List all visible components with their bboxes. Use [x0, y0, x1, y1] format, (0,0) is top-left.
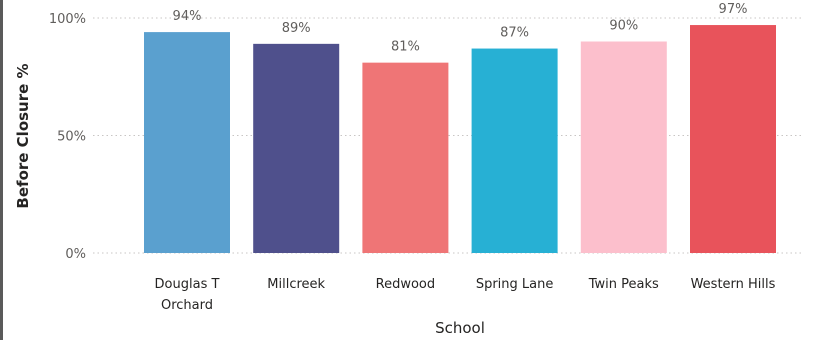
- data-label: 81%: [391, 40, 420, 55]
- bar[interactable]: [253, 43, 340, 253]
- x-category-label: Millcreek: [267, 277, 325, 292]
- bar-chart: 0% 50% 100% 94% 89% 81% 87% 90% 97% Douglas T Or…: [14, 2, 803, 337]
- x-axis-categories: Douglas T Orchard Millcreek Redwood Spring L…: [155, 277, 776, 313]
- data-labels: 94% 89% 81% 87% 90% 97%: [173, 2, 748, 55]
- bar[interactable]: [362, 62, 449, 254]
- x-category-label: Douglas T Orchard: [155, 277, 220, 313]
- bar[interactable]: [471, 48, 558, 253]
- y-axis-ticks: 0% 50% 100%: [49, 12, 86, 262]
- x-category-label: Western Hills: [691, 277, 776, 292]
- x-category-label: Spring Lane: [476, 277, 554, 292]
- y-tick-label: 50%: [57, 130, 86, 145]
- data-label: 90%: [609, 19, 638, 34]
- x-category-label: Twin Peaks: [588, 277, 659, 292]
- y-axis-title: Before Closure %: [14, 63, 32, 208]
- bar[interactable]: [144, 32, 230, 253]
- x-category-label: Redwood: [376, 277, 436, 292]
- bars: [144, 25, 776, 254]
- x-axis-title: School: [435, 319, 485, 337]
- data-label: 89%: [282, 21, 311, 36]
- bar[interactable]: [580, 41, 667, 254]
- bar[interactable]: [690, 25, 776, 253]
- data-label: 94%: [173, 9, 202, 24]
- data-label: 87%: [500, 26, 529, 41]
- data-label: 97%: [719, 2, 748, 17]
- y-tick-label: 100%: [49, 12, 86, 27]
- y-tick-label: 0%: [65, 247, 86, 262]
